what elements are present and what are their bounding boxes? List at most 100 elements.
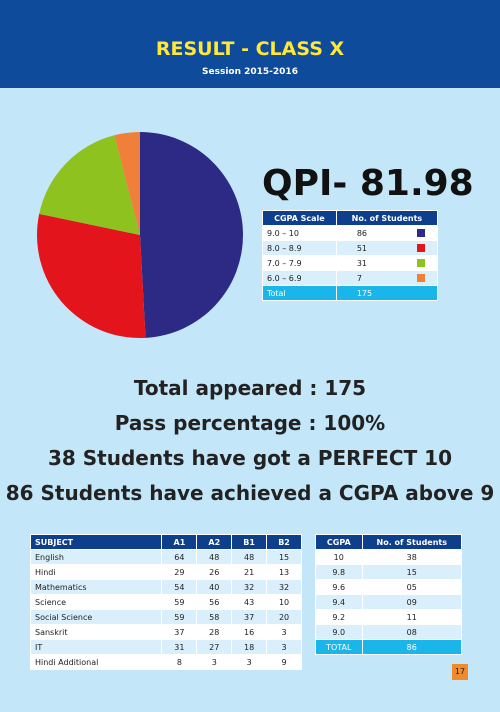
cell: 15 [361,564,463,580]
cell: 09 [361,594,463,610]
cell: 9.8 [315,564,363,580]
cell: 8 [161,654,198,670]
swatch [417,274,425,282]
header: RESULT - CLASS X Session 2015-2016 [0,0,500,88]
cell: 10 [315,549,363,565]
pie-slice [140,132,244,338]
cell: 18 [231,639,268,655]
pie-slice [114,132,140,235]
cell: 3 [266,624,302,640]
header-row: CGPA Scale No. of Students [262,210,439,226]
cell: 37 [231,609,268,625]
row: Social Science 59 58 37 20 [29,609,302,625]
total-value: 175 [335,285,439,301]
cell: 05 [361,579,463,595]
cell: 86 [361,639,463,655]
count: 31 [356,258,367,268]
cell: 9.0 [315,624,363,640]
count: 51 [356,243,367,253]
cell: 9.2 [315,609,363,625]
header-cell: SUBJECT [29,534,163,550]
row: Hindi 29 26 21 13 [29,564,302,580]
cell: 32 [266,579,302,595]
pie-slice [36,213,146,338]
header-row: SUBJECT A1 A2 B1 B2 [29,534,302,550]
header-cell: CGPA Scale [262,210,337,226]
cell: 28 [196,624,233,640]
row: 9.2 11 [315,609,463,625]
row: 10 38 [315,549,463,565]
title: RESULT - CLASS X [155,38,345,60]
row: 9.4 09 [315,594,463,610]
swatch [417,259,425,267]
count-cell: 86 [335,225,439,241]
cell: 56 [196,594,233,610]
cell: Mathematics [29,579,163,595]
count: 86 [356,228,367,238]
cell: 27 [196,639,233,655]
swatch [417,229,425,237]
count-cell: 31 [335,255,439,271]
cell: 48 [196,549,233,565]
cell: 21 [231,564,268,580]
cell: 20 [266,609,302,625]
cell: 11 [361,609,463,625]
cell: 48 [231,549,268,565]
cell: Sanskrit [29,624,163,640]
cell: 3 [196,654,233,670]
qpi: QPI- 81.98 [262,163,474,204]
scale-cell: 6.0 – 6.9 [262,270,337,286]
cell: English [29,549,163,565]
cell: 10 [266,594,302,610]
cell: Hindi Additional [29,654,163,670]
cell: 29 [161,564,198,580]
row: 7.0 – 7.9 31 [262,255,439,271]
header-row: CGPA No. of Students [315,534,463,550]
cell: 59 [161,594,198,610]
header-cell: CGPA [315,534,363,550]
cell: 37 [161,624,198,640]
cell: 9.6 [315,579,363,595]
header-cell: No. of Students [335,210,439,226]
header-cell: No. of Students [361,534,463,550]
scale-cell: 9.0 – 10 [262,225,337,241]
cell: 40 [196,579,233,595]
cell: 32 [231,579,268,595]
cgpa-table: CGPA No. of Students 10 38 9.8 15 9.6 05 9.4 09 9.… [315,534,463,655]
cell: 31 [161,639,198,655]
row: 8.0 – 8.9 51 [262,240,439,256]
cell: 3 [266,639,302,655]
cell: 38 [361,549,463,565]
cell: 54 [161,579,198,595]
cell: 9.4 [315,594,363,610]
row: Hindi Additional 8 3 3 9 [29,654,302,670]
row: Science 59 56 43 10 [29,594,302,610]
cell: 59 [161,609,198,625]
row: IT 31 27 18 3 [29,639,302,655]
summary-line: 86 Students have achieved a CGPA above 9 [5,481,495,505]
summary-line: Total appeared : 175 [133,376,367,400]
count-cell: 7 [335,270,439,286]
row: Sanskrit 37 28 16 3 [29,624,302,640]
cell: TOTAL [315,639,363,655]
row: 9.0 – 10 86 [262,225,439,241]
pie-chart [36,132,244,338]
cell: Social Science [29,609,163,625]
cell: Hindi [29,564,163,580]
cell: 26 [196,564,233,580]
total-row: TOTAL 86 [315,639,463,655]
total-row: Total 175 [262,285,439,301]
cell: 43 [231,594,268,610]
scale-cell: 8.0 – 8.9 [262,240,337,256]
subject-table: SUBJECT A1 A2 B1 B2 English 64 48 48 15 Hindi 29 26 2… [29,534,302,670]
row: Mathematics 54 40 32 32 [29,579,302,595]
cell: 3 [231,654,268,670]
count: 7 [356,273,362,283]
pie-slice [39,135,140,235]
cell: 58 [196,609,233,625]
scale-cell: 7.0 – 7.9 [262,255,337,271]
swatch [417,244,425,252]
cell: 9 [266,654,302,670]
header-cell: A2 [196,534,233,550]
